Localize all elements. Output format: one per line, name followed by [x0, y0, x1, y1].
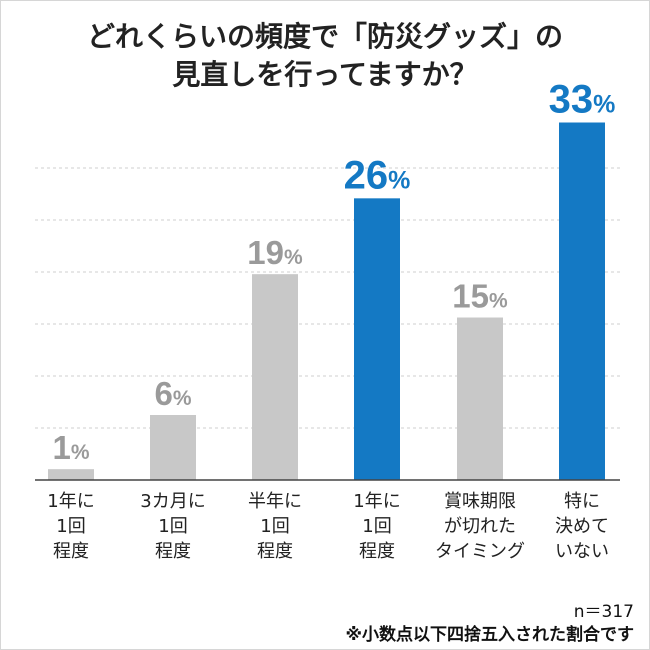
- category-label-2: 1回: [158, 516, 187, 537]
- category-label-1: 1回: [56, 516, 85, 537]
- category-label-5: タイミング: [435, 541, 525, 562]
- bar-3: [252, 274, 298, 480]
- category-label-5: 賞味期限: [444, 491, 516, 512]
- category-label-1: 程度: [53, 541, 89, 562]
- category-label-6: いない: [555, 541, 609, 562]
- category-label-4: 程度: [359, 541, 395, 562]
- bar-5: [457, 317, 503, 480]
- sample-size-note: n＝317: [573, 602, 634, 622]
- title-line-2: 見直しを行ってますか？: [172, 58, 478, 91]
- category-label-4: 1回: [362, 516, 391, 537]
- title-line-1: どれくらいの頻度で「防災グッズ」の: [86, 20, 563, 53]
- category-label-1: 1年に: [47, 491, 94, 512]
- category-label-3: 程度: [257, 541, 293, 562]
- bar-1: [48, 469, 94, 480]
- value-label-2: 6%: [154, 375, 191, 412]
- category-label-5: が切れた: [444, 516, 516, 537]
- bar-2: [150, 415, 196, 480]
- chart-title: どれくらいの頻度で「防災グッズ」の 見直しを行ってますか？: [0, 18, 650, 94]
- category-label-6: 特に: [564, 491, 600, 512]
- value-label-5: 15%: [452, 278, 508, 315]
- value-label-1: 1%: [52, 429, 89, 466]
- bar-4: [354, 198, 400, 481]
- value-label-4: 26%: [344, 153, 411, 197]
- category-label-4: 1年に: [353, 491, 400, 512]
- value-label-3: 19%: [247, 234, 303, 271]
- category-label-3: 1回: [260, 516, 289, 537]
- category-label-2: 3カ月に: [140, 491, 205, 512]
- bar-6: [559, 122, 605, 480]
- value-label-6: 33%: [549, 78, 616, 122]
- rounding-note: ※小数点以下四捨五入された割合です: [345, 625, 634, 645]
- category-label-3: 半年に: [248, 491, 302, 512]
- category-label-2: 程度: [155, 541, 191, 562]
- category-label-6: 決めて: [555, 516, 609, 537]
